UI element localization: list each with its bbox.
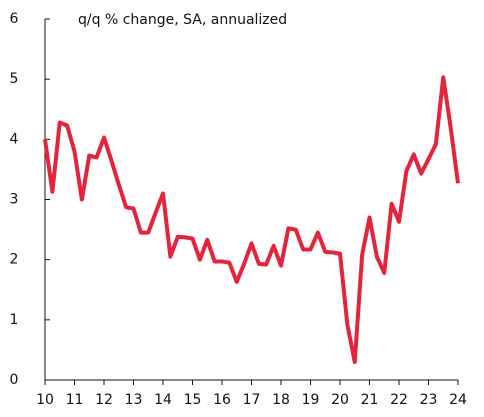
x-tick-label: 19 [302,392,320,408]
x-tick-label: 17 [243,392,261,408]
y-tick-label: 6 [10,11,19,27]
x-tick-label: 12 [95,392,113,408]
y-tick-label: 4 [10,131,19,147]
y-tick-label: 1 [10,312,19,328]
x-tick-label: 10 [36,392,54,408]
x-tick-label: 24 [449,392,467,408]
x-tick-label: 14 [154,392,172,408]
x-tick-label: 13 [125,392,143,408]
chart-subtitle: q/q % change, SA, annualized [78,12,287,28]
x-tick-label: 23 [420,392,438,408]
x-tick-label: 20 [331,392,349,408]
x-tick-label: 22 [390,392,408,408]
line-series [43,75,460,364]
x-tick-label: 18 [272,392,290,408]
y-tick-label: 2 [10,252,19,268]
x-tick-label: 21 [361,392,379,408]
y-tick-label: 0 [10,372,19,388]
y-tick-label: 5 [10,71,19,87]
x-tick-label: 15 [184,392,202,408]
x-tick-label: 11 [66,392,84,408]
y-tick-label: 3 [10,192,19,208]
x-tick-label: 16 [213,392,231,408]
